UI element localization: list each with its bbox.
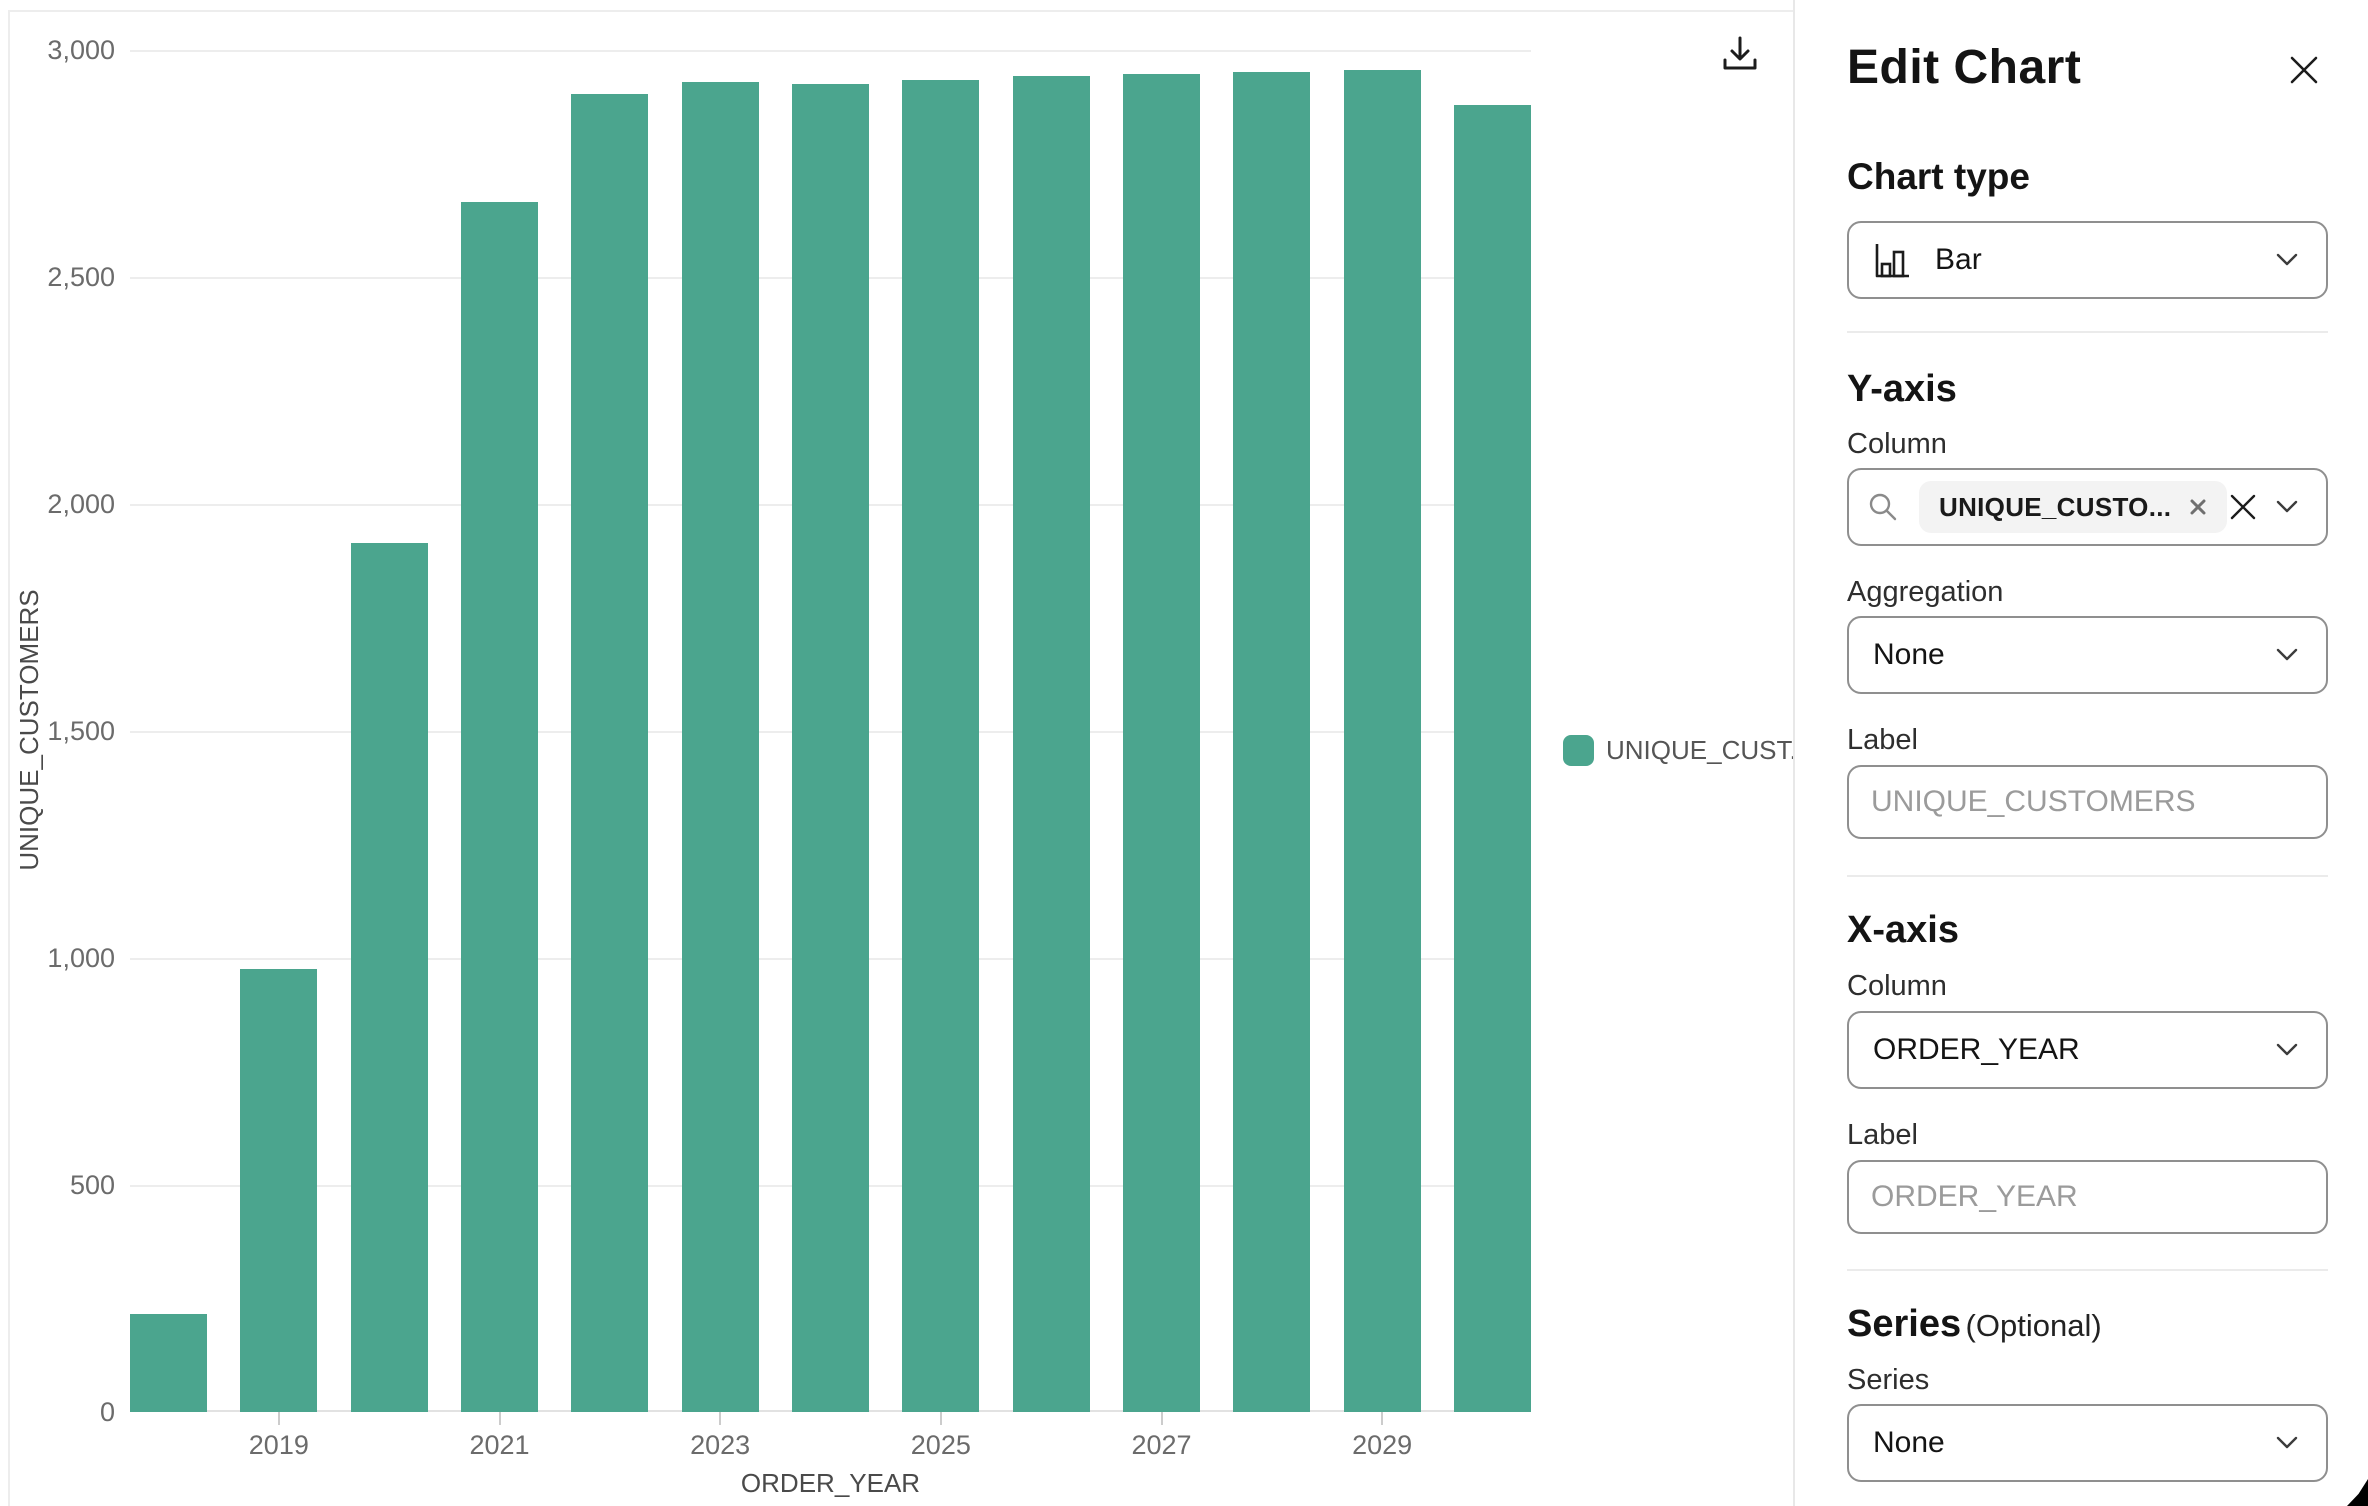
close-icon [2290,56,2318,84]
chevron-down-icon [2276,648,2298,661]
y-tick-label: 500 [69,1170,115,1200]
gridline [130,50,1531,52]
x-column-label: Column [1847,970,1947,1002]
x-axis-title: ORDER_YEAR [740,1468,921,1498]
x-tick-label: 2025 [910,1430,971,1460]
bar-2022 [571,94,648,1412]
legend: UNIQUE_CUST... [1563,735,1811,766]
divider [1847,331,2328,333]
chart-type-value: Bar [1935,243,1982,276]
divider [1847,875,2328,877]
y-axis-heading: Y-axis [1847,368,1957,410]
x-label-label: Label [1847,1119,1918,1151]
y-column-combobox[interactable]: UNIQUE_CUSTO... [1847,468,2328,546]
x-tick-label: 2021 [469,1430,530,1460]
bar-2023 [682,82,759,1412]
bar-2026 [1013,76,1090,1412]
y-tick-label: 0 [99,1397,115,1427]
y-tick-label: 3,000 [47,35,115,65]
y-tick-label: 2,000 [47,489,115,519]
remove-chip-icon[interactable] [2189,498,2207,516]
close-panel-button[interactable] [2284,50,2324,90]
x-tick-mark [1381,1412,1384,1425]
card-top-border [8,10,1793,12]
bar-chart-icon [1875,244,1909,278]
x-tick-mark [277,1412,280,1425]
x-column-value: ORDER_YEAR [1873,1033,2080,1066]
x-tick-mark [1160,1412,1163,1425]
x-tick-mark [498,1412,501,1425]
x-column-select[interactable]: ORDER_YEAR [1847,1011,2328,1089]
bar-2025 [902,80,979,1412]
bar-2027 [1123,74,1200,1412]
bar-2030 [1454,105,1531,1412]
y-column-chip-text: UNIQUE_CUSTO... [1939,491,2172,522]
x-tick-mark [939,1412,942,1425]
bar-2024 [792,84,869,1412]
legend-label: UNIQUE_CUST... [1606,735,1812,765]
aggregation-value: None [1873,638,1945,671]
x-axis-heading: X-axis [1847,909,1959,951]
y-label-label: Label [1847,724,1918,756]
bar-2029 [1344,70,1421,1412]
series-value: None [1873,1426,1945,1459]
chevron-down-icon [2276,1043,2298,1056]
plot-area [130,50,1531,1412]
aggregation-label: Aggregation [1847,576,2004,608]
y-tick-label: 1,000 [47,943,115,973]
y-tick-label: 1,500 [47,716,115,746]
y-column-label: Column [1847,428,1947,460]
x-tick-label: 2023 [690,1430,751,1460]
aggregation-select[interactable]: None [1847,616,2328,694]
y-axis-title: UNIQUE_CUSTOMERS [14,589,44,871]
x-tick-label: 2027 [1131,1430,1192,1460]
panel-title: Edit Chart [1847,41,2082,94]
chart-type-label: Chart type [1847,156,2030,197]
series-select[interactable]: None [1847,1404,2328,1482]
series-optional-tag: (Optional) [1965,1308,2102,1343]
x-tick-label: 2029 [1352,1430,1413,1460]
chart-card: 0 500 1,000 1,500 2,000 2,500 3,000 2019 2021 20… [8,10,1812,1506]
series-heading-row: Series (Optional) [1847,1303,2328,1346]
bar-2028 [1233,72,1310,1412]
chevron-down-icon [2276,500,2298,513]
chart-type-select[interactable]: Bar [1847,221,2328,299]
download-icon [1723,36,1757,70]
y-tick-label: 2,500 [47,262,115,292]
bar-2019 [240,969,317,1412]
y-column-chip[interactable]: UNIQUE_CUSTO... [1919,481,2228,533]
y-label-input[interactable] [1847,765,2328,839]
chevron-down-icon [2276,253,2298,266]
edit-chart-panel: Edit Chart Chart type Bar Y-axis Column … [1793,0,2368,1506]
chevron-down-icon [2276,1436,2298,1449]
series-heading: Series [1847,1303,1962,1345]
x-tick-label: 2019 [248,1430,309,1460]
search-icon [1869,493,1897,521]
x-tick-mark [719,1412,722,1425]
bar-2020 [351,543,428,1412]
card-left-border [8,10,10,1506]
bar-2018 [130,1314,207,1412]
download-chart-button[interactable] [1716,30,1764,78]
series-label: Series [1847,1364,1930,1396]
x-label-input[interactable] [1847,1160,2328,1234]
clear-selection-icon[interactable] [2227,491,2259,523]
legend-swatch [1563,735,1594,766]
divider [1847,1269,2328,1271]
bar-2021 [461,202,538,1412]
